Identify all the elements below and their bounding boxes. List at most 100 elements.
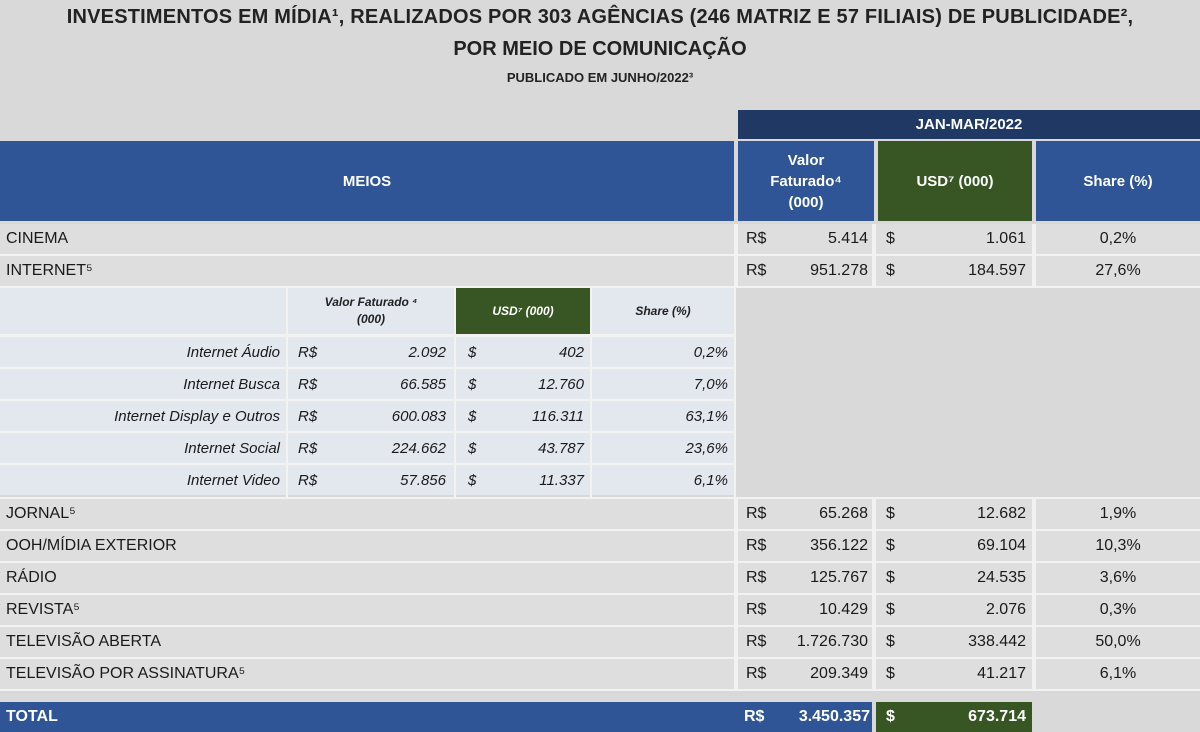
table-row: JORNAL⁵ R$ 65.268 $ 12.682 1,9%: [0, 499, 1200, 529]
valor-faturado-line1: Valor: [787, 151, 825, 169]
subtable-row: Internet Display e Outros R$ 600.083 $ 1…: [0, 401, 736, 431]
currency-usd: $: [468, 439, 477, 457]
share-value: 27,6%: [1095, 262, 1141, 279]
valor-faturado: 10.429: [819, 601, 868, 618]
currency-brl: R$: [298, 407, 318, 425]
usd-header: USD⁷ (000): [878, 141, 1032, 221]
usd-value: 338.442: [968, 633, 1026, 650]
valor-faturado-line3: (000): [788, 193, 824, 211]
table-row: OOH/MÍDIA EXTERIOR R$ 356.122 $ 69.104 1…: [0, 531, 1200, 561]
currency-usd: $: [468, 471, 477, 489]
currency-brl: R$: [746, 537, 767, 554]
share-value: 23,6%: [685, 439, 728, 457]
table-row-internet: INTERNET⁵ R$ 951.278 $ 184.597 27,6%: [0, 256, 1200, 286]
currency-brl: R$: [746, 665, 767, 682]
usd-value: 184.597: [968, 262, 1026, 279]
currency-usd: $: [886, 633, 895, 650]
currency-brl: R$: [298, 375, 318, 393]
valor-faturado: 224.662: [391, 439, 446, 457]
total-currency-usd: $: [886, 708, 895, 725]
share-header: Share (%): [1036, 141, 1200, 221]
total-currency-brl: R$: [744, 708, 765, 725]
valor-faturado: 209.349: [810, 665, 868, 682]
currency-brl: R$: [746, 505, 767, 522]
valor-faturado: 5.414: [827, 230, 868, 247]
share-value: 0,2%: [1099, 230, 1137, 247]
share-value: 7,0%: [693, 375, 728, 393]
valor-faturado: 57.856: [400, 471, 446, 489]
valor-faturado: 356.122: [810, 537, 868, 554]
row-label: INTERNET⁵: [6, 262, 93, 279]
usd-value: 2.076: [985, 601, 1026, 618]
total-label: TOTAL: [6, 708, 58, 725]
valor-faturado: 951.278: [810, 262, 868, 279]
share-value: 3,6%: [1099, 569, 1137, 586]
meios-header: MEIOS: [0, 141, 734, 221]
table-row: REVISTA⁵ R$ 10.429 $ 2.076 0,3%: [0, 595, 1200, 625]
currency-brl: R$: [298, 471, 318, 489]
total-row: TOTAL R$ 3.450.357: [0, 702, 872, 732]
sub-row-label: Internet Áudio: [186, 343, 280, 361]
share-value: 0,3%: [1099, 601, 1137, 618]
currency-brl: R$: [746, 262, 767, 279]
share-value: 6,1%: [1099, 665, 1137, 682]
valor-faturado: 2.092: [408, 343, 446, 361]
currency-usd: $: [886, 537, 895, 554]
row-label: TELEVISÃO POR ASSINATURA⁵: [6, 665, 246, 682]
usd-value: 12.682: [977, 505, 1026, 522]
subtable-usd-header: USD⁷ (000): [456, 288, 590, 334]
subtable-row: Internet Video R$ 57.856 $ 11.337 6,1%: [0, 465, 736, 495]
currency-brl: R$: [746, 633, 767, 650]
valor-faturado: 66.585: [400, 375, 446, 393]
title-line-3: PUBLICADO EM JUNHO/2022³: [506, 70, 694, 85]
sub-row-label: Internet Busca: [183, 375, 280, 393]
currency-usd: $: [468, 343, 477, 361]
usd-value: 116.311: [532, 407, 584, 425]
subtable-row: Internet Áudio R$ 2.092 $ 402 0,2%: [0, 337, 736, 367]
title-area: INVESTIMENTOS EM MÍDIA¹, REALIZADOS POR …: [0, 0, 1200, 108]
currency-brl: R$: [298, 439, 318, 457]
share-value: 1,9%: [1099, 505, 1137, 522]
subtable-row: Internet Social R$ 224.662 $ 43.787 23,6…: [0, 433, 736, 463]
valor-faturado: 600.083: [391, 407, 446, 425]
subtable-header-blank: [0, 288, 286, 334]
usd-value: 69.104: [977, 537, 1026, 554]
row-label: TELEVISÃO ABERTA: [6, 633, 162, 650]
row-label: REVISTA⁵: [6, 601, 80, 618]
table-row: RÁDIO R$ 125.767 $ 24.535 3,6%: [0, 563, 1200, 593]
currency-usd: $: [886, 262, 895, 279]
currency-usd: $: [468, 407, 477, 425]
usd-value: 43.787: [538, 439, 584, 457]
subtable-valor-line1: Valor Faturado ⁴: [324, 295, 418, 309]
currency-brl: R$: [746, 569, 767, 586]
usd-value: 1.061: [985, 230, 1026, 247]
currency-usd: $: [886, 230, 895, 247]
currency-brl: R$: [746, 230, 767, 247]
subtable-row: Internet Busca R$ 66.585 $ 12.760 7,0%: [0, 369, 736, 399]
table-row: TELEVISÃO POR ASSINATURA⁵ R$ 209.349 $ 4…: [0, 659, 1200, 689]
total-valor-faturado: 3.450.357: [798, 708, 870, 725]
total-usd-value: 673.714: [968, 708, 1026, 725]
currency-usd: $: [886, 505, 895, 522]
valor-faturado-line2: Faturado⁴: [770, 172, 842, 190]
table-row-cinema: CINEMA R$ 5.414 $ 1.061 0,2%: [0, 224, 1200, 254]
usd-value: 402: [558, 343, 584, 361]
usd-value: 11.337: [539, 471, 584, 489]
period-header: JAN-MAR/2022: [738, 110, 1200, 139]
currency-usd: $: [886, 601, 895, 618]
share-value: 63,1%: [685, 407, 728, 425]
table-row: TELEVISÃO ABERTA R$ 1.726.730 $ 338.442 …: [0, 627, 1200, 657]
sub-row-label: Internet Display e Outros: [114, 407, 280, 425]
total-usd-cell: $ 673.714: [876, 702, 1032, 732]
subtable-share-header: Share (%): [592, 288, 734, 334]
share-value: 50,0%: [1095, 633, 1141, 650]
sub-row-label: Internet Video: [186, 471, 280, 489]
valor-faturado: 1.726.730: [796, 633, 868, 650]
row-label: RÁDIO: [6, 569, 57, 586]
share-value: 6,1%: [693, 471, 728, 489]
usd-value: 41.217: [977, 665, 1026, 682]
subtable-valor-line2: (000): [356, 312, 385, 326]
usd-value: 12.760: [538, 375, 584, 393]
row-label: OOH/MÍDIA EXTERIOR: [6, 537, 177, 554]
title-line-1: INVESTIMENTOS EM MÍDIA¹, REALIZADOS POR …: [66, 6, 1134, 28]
